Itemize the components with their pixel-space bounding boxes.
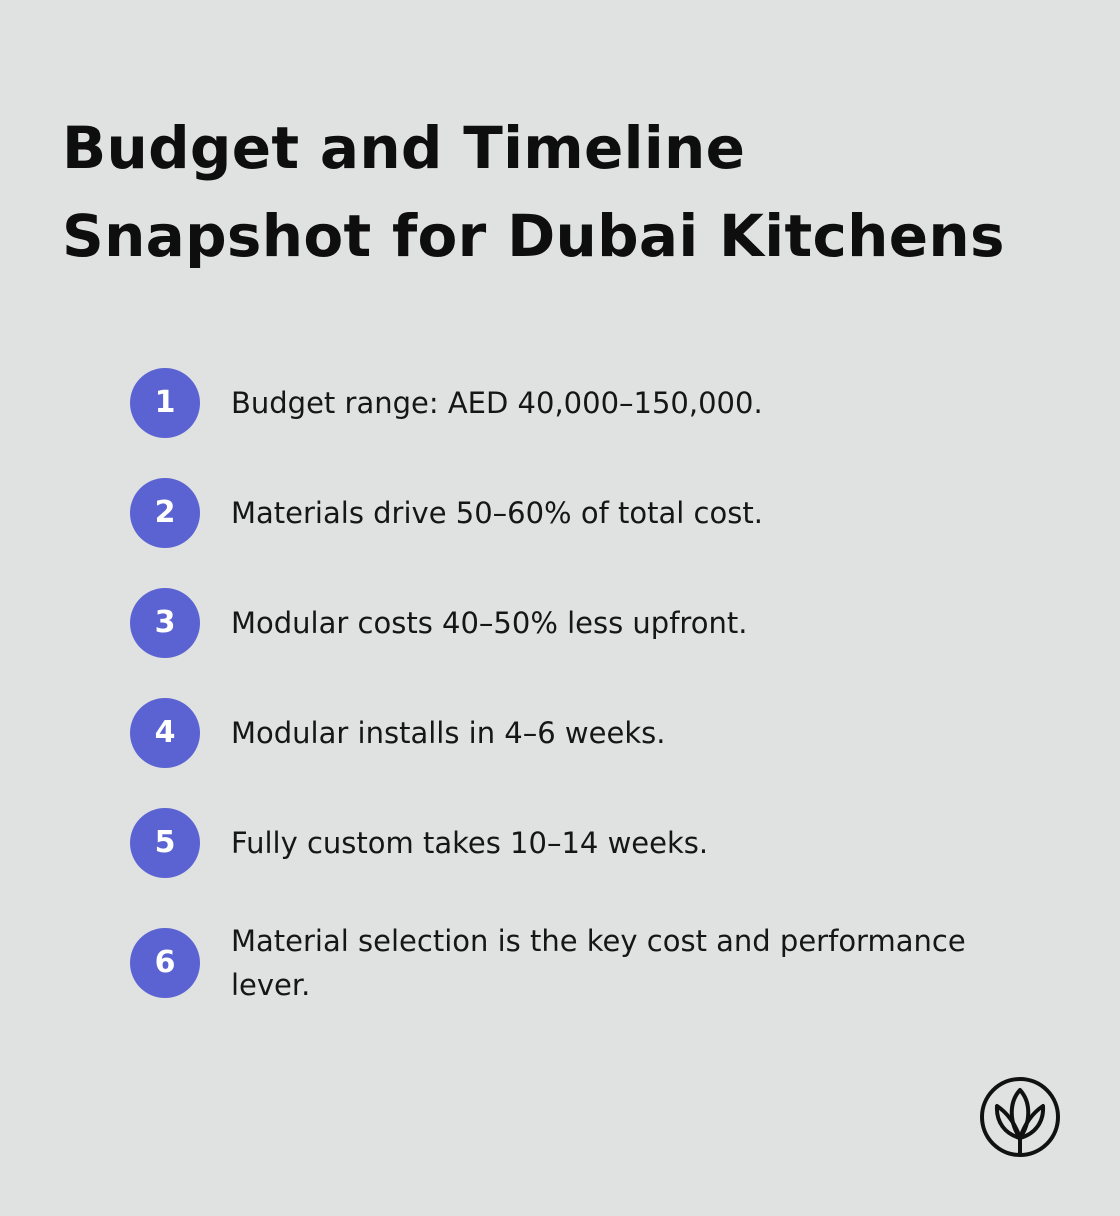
lotus-logo-icon [980,1077,1060,1157]
number-badge: 1 [130,368,200,438]
number-badge: 6 [130,928,200,998]
number-badge: 5 [130,808,200,878]
list-item-text: Budget range: AED 40,000–150,000. [231,386,763,420]
list-item-text: Materials drive 50–60% of total cost. [231,496,763,530]
list-item-text: Material selection is the key cost and p… [231,924,966,1002]
list-item-text: Fully custom takes 10–14 weeks. [231,826,709,860]
number-badge: 2 [130,478,200,548]
list-item: 1 Budget range: AED 40,000–150,000. [130,368,1010,438]
list-item: 6 Material selection is the key cost and… [130,924,1010,1002]
number-badge: 4 [130,698,200,768]
list-item: 4 Modular installs in 4–6 weeks. [130,698,1010,768]
list-item-text: Modular costs 40–50% less upfront. [231,606,748,640]
list-item-text: Modular installs in 4–6 weeks. [231,716,666,750]
number-badge: 3 [130,588,200,658]
list-item: 5 Fully custom takes 10–14 weeks. [130,808,1010,878]
list-item: 3 Modular costs 40–50% less upfront. [130,588,1010,658]
page-title: Budget and Timeline Snapshot for Dubai K… [62,114,1005,270]
list-item: 2 Materials drive 50–60% of total cost. [130,478,1010,548]
